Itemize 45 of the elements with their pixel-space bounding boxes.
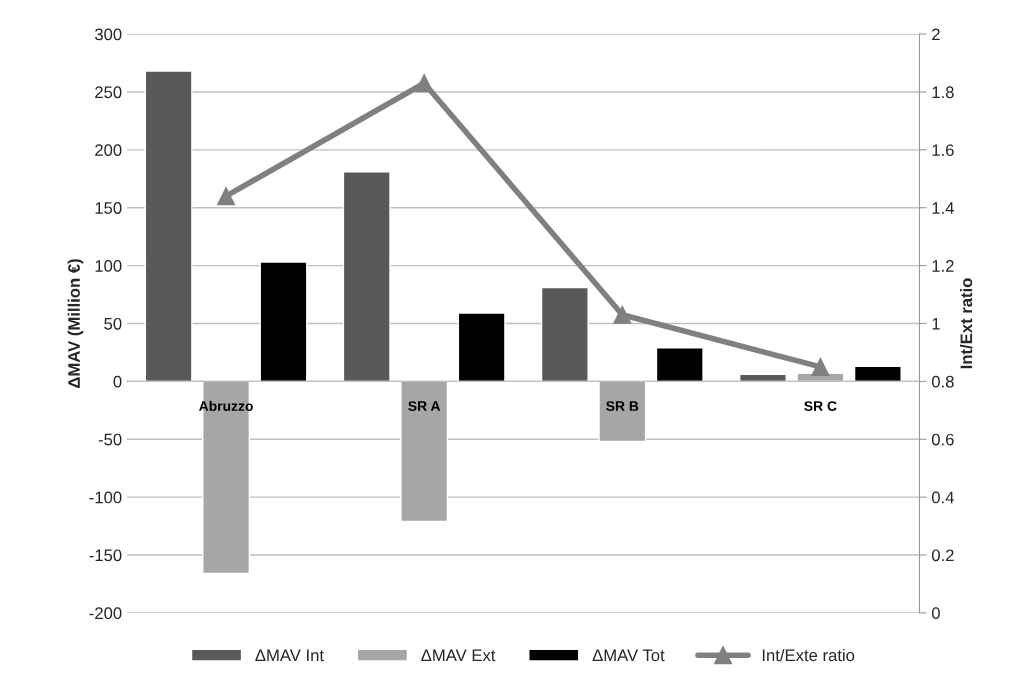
legend-label: Int/Exte ratio bbox=[762, 648, 855, 662]
y-tick-label: 0 bbox=[113, 375, 122, 388]
y-tick-label: -100 bbox=[89, 491, 122, 504]
point bbox=[811, 357, 830, 376]
y2-tick-label: 1.6 bbox=[932, 144, 954, 157]
x-tick-label: Abruzzo bbox=[199, 400, 253, 412]
y-tick-label: 200 bbox=[95, 144, 122, 157]
y2-tick-label: 1.2 bbox=[932, 259, 954, 272]
bar bbox=[342, 171, 391, 383]
y2-tick-label: 0.4 bbox=[931, 491, 954, 504]
y2-tick-label: 0 bbox=[931, 607, 940, 620]
x-tick-label: SR B bbox=[606, 401, 639, 412]
y2-tick-label: 1.8 bbox=[932, 86, 954, 99]
y-tick-label: 150 bbox=[95, 202, 122, 214]
bar bbox=[540, 286, 589, 383]
point bbox=[415, 74, 434, 93]
y-tick-label: -150 bbox=[89, 549, 122, 562]
legend-label: ΔMAV Int bbox=[255, 649, 324, 662]
y-tick-label: -200 bbox=[89, 607, 122, 620]
y2-tick-label: 0.6 bbox=[931, 433, 954, 446]
bar bbox=[853, 365, 902, 383]
x-tick-label: SR A bbox=[408, 401, 441, 412]
y2-tick-label: 1.4 bbox=[932, 202, 954, 214]
bar bbox=[400, 380, 449, 523]
y2-tick-label: 0.2 bbox=[931, 549, 954, 562]
legend-label: ΔMAV Ext bbox=[421, 649, 496, 662]
bar bbox=[598, 380, 647, 443]
x-tick-label: SR C bbox=[804, 401, 837, 412]
point bbox=[613, 305, 632, 324]
y-axis-title: ΔMAV (Million €) bbox=[67, 259, 84, 388]
y2-tick-label: 0.8 bbox=[931, 375, 954, 388]
legend-label: ΔMAV Tot bbox=[592, 649, 665, 662]
y2-tick-label: 1 bbox=[932, 318, 940, 330]
bar bbox=[259, 261, 308, 383]
bar bbox=[457, 312, 506, 383]
y-tick-label: 100 bbox=[95, 259, 122, 272]
y-tick-label: 50 bbox=[104, 317, 122, 330]
y-tick-label: -50 bbox=[98, 433, 122, 446]
y-tick-label: 300 bbox=[94, 28, 122, 41]
point bbox=[217, 187, 236, 206]
y2-axis-title: Int/Ext ratio bbox=[960, 278, 973, 369]
bar bbox=[655, 347, 704, 383]
bar bbox=[144, 70, 193, 383]
y2-tick-label: 2 bbox=[932, 28, 940, 41]
y-tick-label: 250 bbox=[95, 86, 122, 99]
